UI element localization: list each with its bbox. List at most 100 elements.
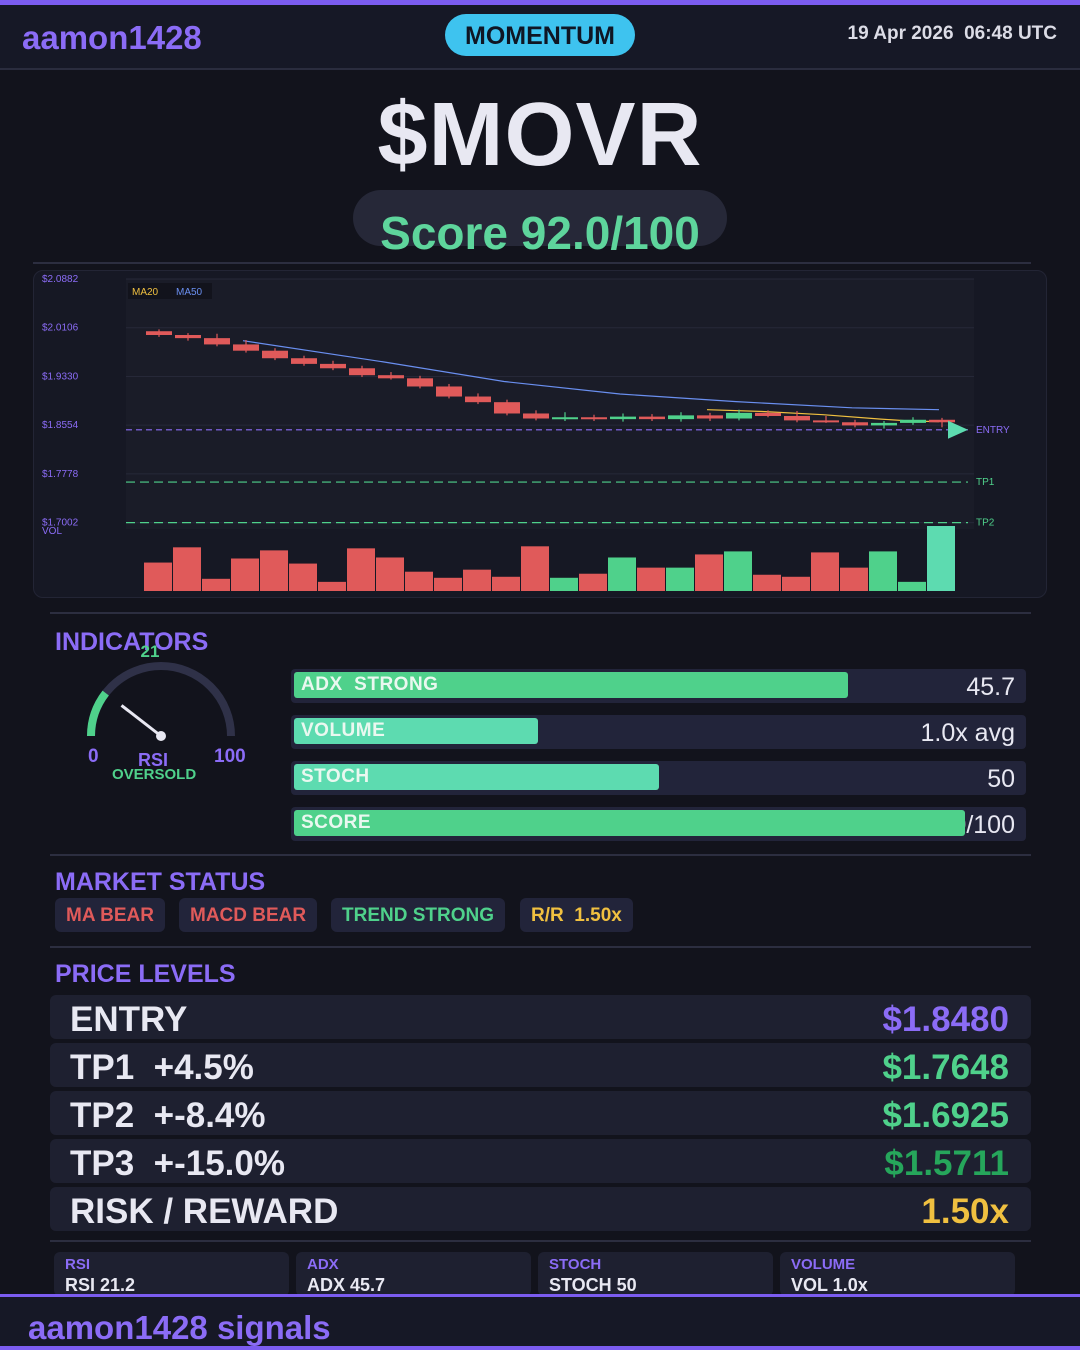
brand-name: aamon1428 <box>22 19 202 56</box>
stat-card-stoch: STOCH STOCH 50 <box>538 1252 773 1296</box>
status-badge-trend: TREND STRONG <box>331 898 505 932</box>
volume-bar <box>376 557 404 591</box>
volume-bar <box>898 581 926 591</box>
stat-key: RSI <box>65 1256 91 1273</box>
rsi-gauge-dial <box>87 662 235 741</box>
volume-bar <box>463 569 491 591</box>
stat-value: STOCH 50 <box>549 1275 637 1295</box>
stat-value: ADX 45.7 <box>307 1275 386 1295</box>
volume-bar <box>144 562 172 591</box>
volume-bar <box>231 558 259 591</box>
stat-card-rsi: RSI RSI 21.2 <box>54 1252 289 1296</box>
rsi-gauge-state: OVERSOLD <box>112 766 197 783</box>
stoch-bar-fill <box>294 764 659 790</box>
stoch-bar-value: 50 <box>987 765 1015 793</box>
candle-body <box>842 422 868 426</box>
adx-bar-value: 45.7 <box>966 673 1015 701</box>
level-value: $1.7648 <box>882 1048 1009 1087</box>
stat-key: STOCH <box>549 1256 602 1273</box>
stat-key: ADX <box>307 1256 339 1273</box>
volume-bar-label: VOLUME <box>301 720 386 741</box>
legend-ma50: MA50 <box>176 287 203 298</box>
level-row-tp3: TP3 +-15.0% $1.5711 <box>50 1139 1031 1183</box>
volume-bar <box>637 567 665 591</box>
level-row-tp2: TP2 +-8.4% $1.6925 <box>50 1091 1031 1135</box>
candle-body <box>813 420 839 423</box>
level-label: RISK / REWARD <box>70 1192 339 1231</box>
level-label: TP1 +4.5% <box>70 1048 254 1087</box>
score-pill <box>353 190 727 246</box>
level-row-tp1: TP1 +4.5% $1.7648 <box>50 1043 1031 1087</box>
stat-key: VOLUME <box>791 1256 856 1273</box>
candle-body <box>175 335 201 339</box>
candle-body <box>291 358 317 364</box>
score-bar-fill <box>294 810 965 836</box>
rsi-gauge-max: 100 <box>214 746 246 767</box>
level-label: ENTRY <box>70 1000 188 1039</box>
volume-bar <box>550 577 578 591</box>
score-bar-label: SCORE <box>301 812 372 833</box>
candle-body <box>349 368 375 376</box>
candle-body <box>871 422 897 426</box>
volume-bar <box>811 552 839 591</box>
volume-bar <box>666 567 694 591</box>
volume-bar <box>202 578 230 591</box>
status-badge-rr: R/R 1.50x <box>520 898 633 932</box>
score-bar: 92.0/100 SCORE <box>291 807 1026 841</box>
mode-badge: MOMENTUM <box>445 14 635 56</box>
level-value: $1.6925 <box>882 1096 1009 1135</box>
candle-body <box>639 416 665 420</box>
volume-bar <box>492 576 520 591</box>
candle-body <box>465 396 491 403</box>
rsi-gauge-min: 0 <box>88 746 99 767</box>
candle-body <box>204 338 230 345</box>
candle-body <box>610 416 636 420</box>
top-bar: aamon1428 MOMENTUM 19 Apr 2026 06:48 UTC <box>0 0 1080 70</box>
level-label: TP2 +-8.4% <box>70 1096 266 1135</box>
level-row-risk-reward: RISK / REWARD 1.50x <box>50 1187 1031 1231</box>
level-label-entry: ENTRY <box>976 425 1010 436</box>
ticker-symbol: $MOVR <box>377 85 703 185</box>
volume-bar-value: 1.0x avg <box>920 719 1015 747</box>
divider <box>50 612 1031 614</box>
plot-area <box>126 279 974 529</box>
rsi-gauge-label: RSI <box>138 750 169 770</box>
y-axis-tick-label: $1.7778 <box>42 469 79 480</box>
level-row-entry: ENTRY $1.8480 <box>50 995 1031 1039</box>
adx-bar-label: ADX STRONG <box>301 674 439 695</box>
stat-value: VOL 1.0x <box>791 1275 868 1295</box>
candle-body <box>726 412 752 419</box>
rsi-gauge: 21 0 100 RSI OVERSOLD <box>80 640 260 790</box>
entry-arrow-icon <box>948 420 968 439</box>
candle-body <box>378 375 404 379</box>
status-badge-macd: MACD BEAR <box>179 898 318 932</box>
level-label-tp2: TP2 <box>976 518 995 529</box>
volume-bar <box>260 550 288 591</box>
y-axis-tick-label: $1.8554 <box>42 420 79 431</box>
volume-axis-label: VOL <box>42 526 62 537</box>
divider <box>50 1240 1031 1242</box>
divider <box>33 262 1031 264</box>
candlestick-chart: $2.0882 $2.0106 $1.9330 $1.8554 $1.7778 $1.70… <box>42 274 1010 591</box>
candle-body <box>262 350 288 359</box>
adx-bar-fill <box>294 672 849 698</box>
legend-ma20: MA20 <box>132 287 159 298</box>
score-label: Score 92.0/100 <box>380 207 700 259</box>
y-axis-tick-label: $1.9330 <box>42 371 79 382</box>
candle-body <box>900 419 926 423</box>
price-chart: $2.0882 $2.0106 $1.9330 $1.8554 $1.7778 $1.70… <box>33 270 1047 598</box>
divider <box>50 946 1031 948</box>
level-label: TP3 +-15.0% <box>70 1144 285 1183</box>
status-badge-ma: MA BEAR <box>55 898 165 932</box>
volume-bar: VOLUME 1.0x avg <box>291 715 1026 749</box>
level-value: $1.8480 <box>882 1000 1009 1039</box>
stoch-bar: STOCH 50 <box>291 761 1026 795</box>
y-axis-tick-label: $2.0106 <box>42 323 79 334</box>
y-axis-tick-label: $2.0882 <box>42 274 79 285</box>
volume-bar <box>434 577 462 591</box>
candle-body <box>755 412 781 416</box>
level-value: 1.50x <box>921 1192 1009 1231</box>
divider <box>50 854 1031 856</box>
candle-body <box>697 415 723 419</box>
stat-card-volume: VOLUME VOL 1.0x <box>780 1252 1015 1296</box>
